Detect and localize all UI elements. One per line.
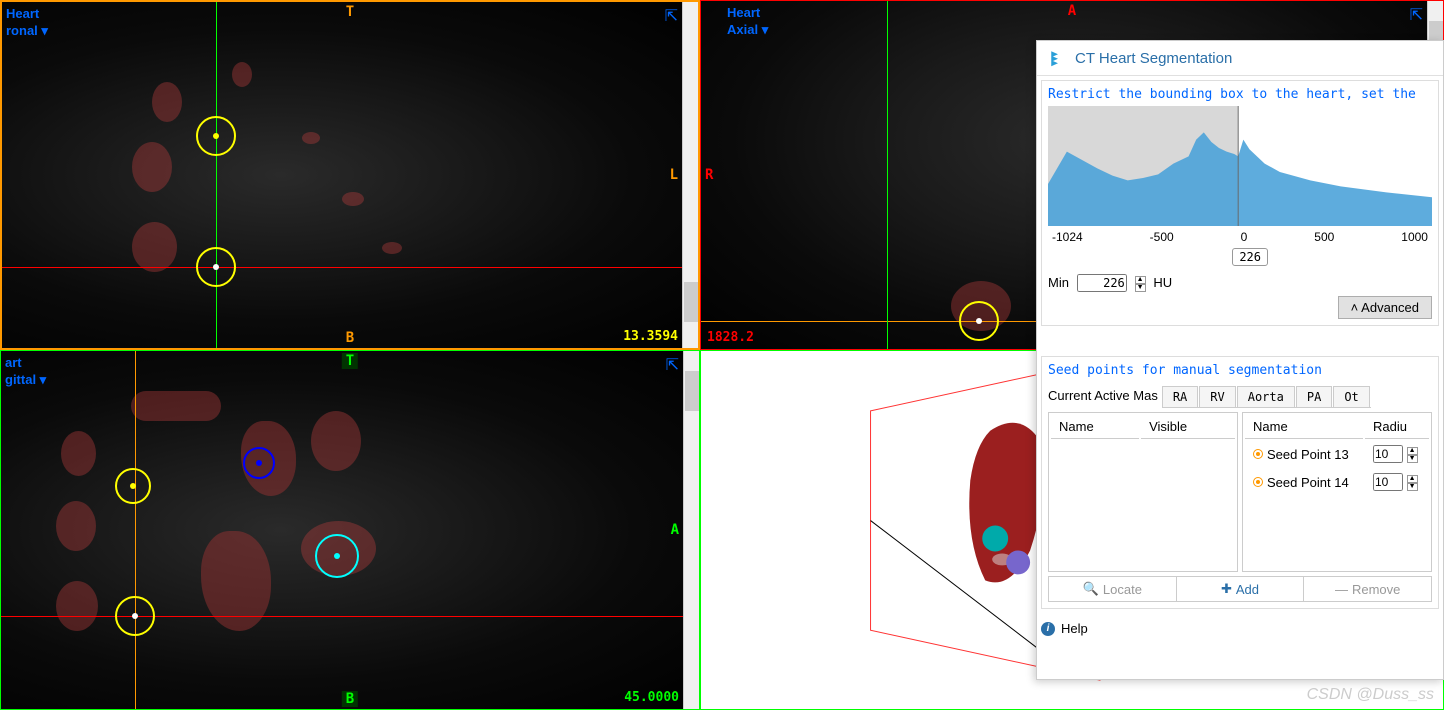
seed-marker[interactable] bbox=[196, 247, 236, 287]
panel-title: CT Heart Segmentation bbox=[1037, 41, 1443, 76]
seed-section: Seed points for manual segmentation Curr… bbox=[1041, 356, 1439, 609]
help-row[interactable]: i Help bbox=[1037, 617, 1443, 640]
histogram-axis: -1024-50005001000 bbox=[1048, 230, 1432, 244]
hu-label: HU bbox=[1153, 275, 1172, 290]
col-name: Name bbox=[1245, 415, 1363, 439]
app-icon bbox=[1049, 49, 1067, 67]
segmentation-panel: CT Heart Segmentation Restrict the bound… bbox=[1036, 40, 1444, 680]
seed-marker[interactable] bbox=[315, 534, 359, 578]
col-visible: Visible bbox=[1141, 415, 1235, 439]
seed-marker[interactable] bbox=[115, 468, 151, 504]
orientation-top: T bbox=[342, 353, 358, 369]
radius-input[interactable] bbox=[1373, 473, 1403, 491]
tab-aorta[interactable]: Aorta bbox=[1237, 386, 1295, 407]
col-name: Name bbox=[1051, 415, 1139, 439]
orientation-left: R bbox=[705, 167, 713, 183]
expand-icon[interactable]: ⇱ bbox=[665, 6, 678, 26]
slice-value: 45.0000 bbox=[624, 690, 679, 705]
histogram[interactable] bbox=[1048, 106, 1432, 226]
tab-ra[interactable]: RA bbox=[1162, 386, 1198, 407]
min-label: Min bbox=[1048, 275, 1069, 290]
col-radius: Radiu bbox=[1365, 415, 1429, 439]
tab-pa[interactable]: PA bbox=[1296, 386, 1332, 407]
seed-row[interactable]: Seed Point 13 ▲▼ bbox=[1245, 441, 1429, 467]
radius-spinner[interactable]: ▲▼ bbox=[1407, 447, 1418, 463]
viewport-sagittal[interactable]: art gittal ▾ ⇱ T B A 45.0000 bbox=[0, 350, 700, 710]
scrollbar[interactable] bbox=[683, 351, 699, 709]
orientation-bottom: B bbox=[342, 691, 358, 707]
slice-value: 1828.2 bbox=[707, 330, 754, 345]
viewport-coronal[interactable]: Heart ronal ▾ ⇱ T B L 13.3594 bbox=[0, 0, 700, 350]
advanced-button[interactable]: ˄ Advanced bbox=[1338, 296, 1432, 319]
locate-button[interactable]: 🔍 Locate bbox=[1049, 577, 1177, 601]
slice-value: 13.3594 bbox=[623, 329, 678, 344]
tab-rv[interactable]: RV bbox=[1199, 386, 1235, 407]
scan-image bbox=[1, 351, 699, 709]
watermark: CSDN @Duss_ss bbox=[1307, 686, 1434, 704]
orientation-right: A bbox=[671, 522, 679, 538]
add-button[interactable]: ✚ Add bbox=[1177, 577, 1305, 601]
orientation-top: A bbox=[1068, 3, 1076, 19]
info-icon: i bbox=[1041, 622, 1055, 636]
mask-label: Current Active Mas bbox=[1048, 388, 1158, 403]
threshold-badge[interactable]: 226 bbox=[1232, 248, 1268, 266]
seeds-table[interactable]: Name Radiu Seed Point 13 ▲▼ Seed Point 1… bbox=[1242, 412, 1432, 572]
expand-icon[interactable]: ⇱ bbox=[1410, 5, 1423, 25]
orientation-top: T bbox=[346, 4, 354, 20]
seed-row[interactable]: Seed Point 14 ▲▼ bbox=[1245, 469, 1429, 495]
mask-tabs: RARVAortaPAOt bbox=[1162, 386, 1371, 408]
orientation-bottom: B bbox=[346, 330, 354, 346]
seed-marker[interactable] bbox=[959, 301, 999, 341]
tab-ot[interactable]: Ot bbox=[1333, 386, 1369, 407]
visibility-table[interactable]: Name Visible bbox=[1048, 412, 1238, 572]
seed-hint: Seed points for manual segmentation bbox=[1048, 363, 1432, 378]
remove-button[interactable]: — Remove bbox=[1304, 577, 1431, 601]
seed-marker[interactable] bbox=[115, 596, 155, 636]
viewport-label: art gittal ▾ bbox=[5, 355, 46, 388]
scrollbar[interactable] bbox=[682, 2, 698, 348]
scan-image bbox=[2, 2, 698, 348]
seed-marker[interactable] bbox=[243, 447, 275, 479]
threshold-section: Restrict the bounding box to the heart, … bbox=[1041, 80, 1439, 326]
radius-input[interactable] bbox=[1373, 445, 1403, 463]
min-input[interactable] bbox=[1077, 274, 1127, 292]
min-spinner[interactable]: ▲▼ bbox=[1135, 276, 1146, 292]
seed-marker[interactable] bbox=[196, 116, 236, 156]
viewport-label: Heart ronal ▾ bbox=[6, 6, 48, 39]
radius-spinner[interactable]: ▲▼ bbox=[1407, 475, 1418, 491]
expand-icon[interactable]: ⇱ bbox=[666, 355, 679, 375]
orientation-right: L bbox=[670, 167, 678, 183]
viewport-label: Heart Axial ▾ bbox=[727, 5, 768, 38]
hint-text: Restrict the bounding box to the heart, … bbox=[1048, 87, 1432, 102]
